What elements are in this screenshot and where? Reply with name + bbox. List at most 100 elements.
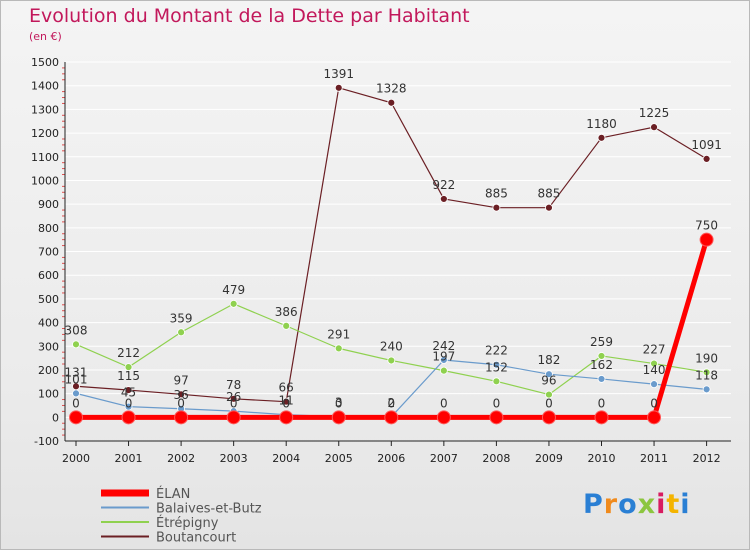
data-label: 1225 xyxy=(639,106,670,120)
data-point xyxy=(124,386,133,394)
x-tick-label: 2009 xyxy=(535,452,563,465)
y-tick-label: 1000 xyxy=(31,174,59,187)
x-tick-label: 2001 xyxy=(115,452,143,465)
data-label: 922 xyxy=(432,178,455,192)
data-label: 140 xyxy=(643,363,666,377)
y-tick-label: 800 xyxy=(38,222,59,235)
data-point xyxy=(387,356,396,365)
x-tick-label: 2006 xyxy=(377,452,405,465)
data-point xyxy=(384,410,399,425)
data-point xyxy=(282,321,291,330)
data-point xyxy=(177,390,186,399)
data-point xyxy=(702,154,711,163)
data-label: 240 xyxy=(380,339,403,353)
y-tick-label: 1500 xyxy=(31,56,59,69)
data-point xyxy=(229,299,238,308)
data-label: 359 xyxy=(170,311,193,325)
data-label: 308 xyxy=(65,323,88,337)
data-label: 152 xyxy=(485,360,508,374)
grid-lines xyxy=(65,61,731,442)
logo-letter: P xyxy=(583,489,604,520)
data-label: 3 xyxy=(335,396,343,410)
data-label: 0 xyxy=(72,396,80,410)
logo-letter: i xyxy=(680,489,691,520)
legend-label: Boutancourt xyxy=(156,531,236,546)
data-point xyxy=(597,133,606,142)
data-point xyxy=(121,410,136,425)
data-point xyxy=(702,368,711,377)
data-label: 66 xyxy=(279,381,294,395)
data-point xyxy=(279,410,294,425)
data-label: 101 xyxy=(65,372,88,386)
data-label: 162 xyxy=(590,358,613,372)
data-point xyxy=(702,385,711,394)
data-point xyxy=(489,410,504,425)
data-point xyxy=(124,402,133,411)
logo-letter: i xyxy=(656,489,667,520)
data-point xyxy=(226,410,241,425)
data-label: 885 xyxy=(485,187,508,201)
data-point xyxy=(699,232,714,247)
data-label: 0 xyxy=(125,396,133,410)
data-label: 36 xyxy=(173,388,188,402)
data-label: 78 xyxy=(226,378,241,392)
y-tick-label: 0 xyxy=(52,411,59,424)
x-tick-label: 2005 xyxy=(325,452,353,465)
data-label: 885 xyxy=(537,187,560,201)
data-label: 750 xyxy=(695,219,718,233)
data-label: 0 xyxy=(335,396,343,410)
data-point xyxy=(647,410,662,425)
data-label: 0 xyxy=(493,396,501,410)
data-point xyxy=(439,366,448,375)
data-label: 386 xyxy=(275,305,298,319)
data-label: 0 xyxy=(230,396,238,410)
y-tick-label: 600 xyxy=(38,269,59,282)
data-label: 1091 xyxy=(691,138,722,152)
data-label: 11 xyxy=(279,394,294,408)
y-tick-label: 1300 xyxy=(31,103,59,116)
y-tick-label: 200 xyxy=(38,364,59,377)
y-tick-label: -100 xyxy=(34,435,59,448)
data-point xyxy=(439,195,448,203)
y-tick-label: 700 xyxy=(38,246,59,259)
x-tick-label: 2012 xyxy=(693,452,721,465)
logo-letter: o xyxy=(618,489,638,520)
data-label: 190 xyxy=(695,351,718,365)
data-point xyxy=(387,98,396,107)
data-point xyxy=(334,83,343,92)
data-label: 2 xyxy=(387,396,395,410)
data-label: 0 xyxy=(545,396,553,410)
data-point xyxy=(545,370,553,379)
data-label: 197 xyxy=(432,350,455,364)
data-point xyxy=(282,397,291,406)
data-label: 0 xyxy=(650,396,658,410)
y-tick-label: 100 xyxy=(38,388,59,401)
data-point xyxy=(439,356,448,364)
data-label: 479 xyxy=(222,283,245,297)
y-tick-label: 400 xyxy=(38,317,59,330)
y-tick-label: 300 xyxy=(38,340,59,353)
data-point xyxy=(545,203,553,212)
y-tick-label: 1400 xyxy=(31,80,59,93)
data-point xyxy=(124,363,133,371)
data-label: 0 xyxy=(440,396,448,410)
data-point xyxy=(229,394,238,403)
logo-letter: t xyxy=(666,489,681,520)
data-point xyxy=(650,359,658,368)
legend-label: Étrépigny xyxy=(156,515,219,531)
data-point xyxy=(331,410,346,425)
data-label: 96 xyxy=(541,374,556,388)
data-label: 1328 xyxy=(376,82,407,96)
chart-title: Evolution du Montant de la Dette par Hab… xyxy=(29,5,470,27)
data-label: 259 xyxy=(590,335,613,349)
data-point xyxy=(650,380,658,389)
data-point xyxy=(492,377,501,386)
data-point xyxy=(650,123,658,132)
data-point xyxy=(545,390,553,399)
y-tick-label: 1100 xyxy=(31,151,59,164)
x-tick-label: 2004 xyxy=(272,452,300,465)
